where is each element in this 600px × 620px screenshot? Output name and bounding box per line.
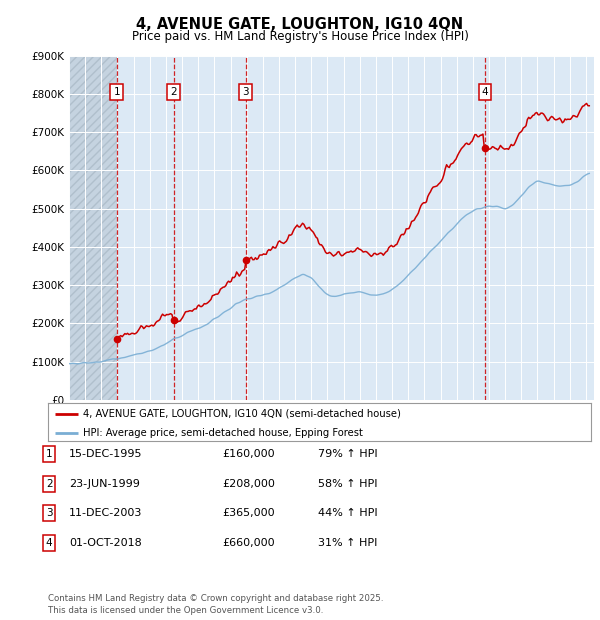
Text: 4: 4 (46, 538, 53, 548)
Text: £365,000: £365,000 (222, 508, 275, 518)
Text: 2: 2 (170, 87, 177, 97)
Text: 2: 2 (46, 479, 53, 489)
Bar (69, 56, 117, 400)
Text: HPI: Average price, semi-detached house, Epping Forest: HPI: Average price, semi-detached house,… (83, 428, 363, 438)
Text: 4: 4 (482, 87, 488, 97)
Text: 44% ↑ HPI: 44% ↑ HPI (318, 508, 377, 518)
Text: 4, AVENUE GATE, LOUGHTON, IG10 4QN: 4, AVENUE GATE, LOUGHTON, IG10 4QN (136, 17, 464, 32)
Text: 3: 3 (46, 508, 53, 518)
Text: 79% ↑ HPI: 79% ↑ HPI (318, 449, 377, 459)
Text: Contains HM Land Registry data © Crown copyright and database right 2025.
This d: Contains HM Land Registry data © Crown c… (48, 594, 383, 615)
Text: £660,000: £660,000 (222, 538, 275, 548)
Text: 11-DEC-2003: 11-DEC-2003 (69, 508, 142, 518)
Text: 1: 1 (113, 87, 120, 97)
Text: £208,000: £208,000 (222, 479, 275, 489)
Text: 31% ↑ HPI: 31% ↑ HPI (318, 538, 377, 548)
Text: 4, AVENUE GATE, LOUGHTON, IG10 4QN (semi-detached house): 4, AVENUE GATE, LOUGHTON, IG10 4QN (semi… (83, 409, 401, 419)
Text: 58% ↑ HPI: 58% ↑ HPI (318, 479, 377, 489)
Text: 15-DEC-1995: 15-DEC-1995 (69, 449, 143, 459)
Text: Price paid vs. HM Land Registry's House Price Index (HPI): Price paid vs. HM Land Registry's House … (131, 30, 469, 43)
Text: 3: 3 (242, 87, 249, 97)
Text: 23-JUN-1999: 23-JUN-1999 (69, 479, 140, 489)
Text: 1: 1 (46, 449, 53, 459)
Text: 01-OCT-2018: 01-OCT-2018 (69, 538, 142, 548)
Text: £160,000: £160,000 (222, 449, 275, 459)
